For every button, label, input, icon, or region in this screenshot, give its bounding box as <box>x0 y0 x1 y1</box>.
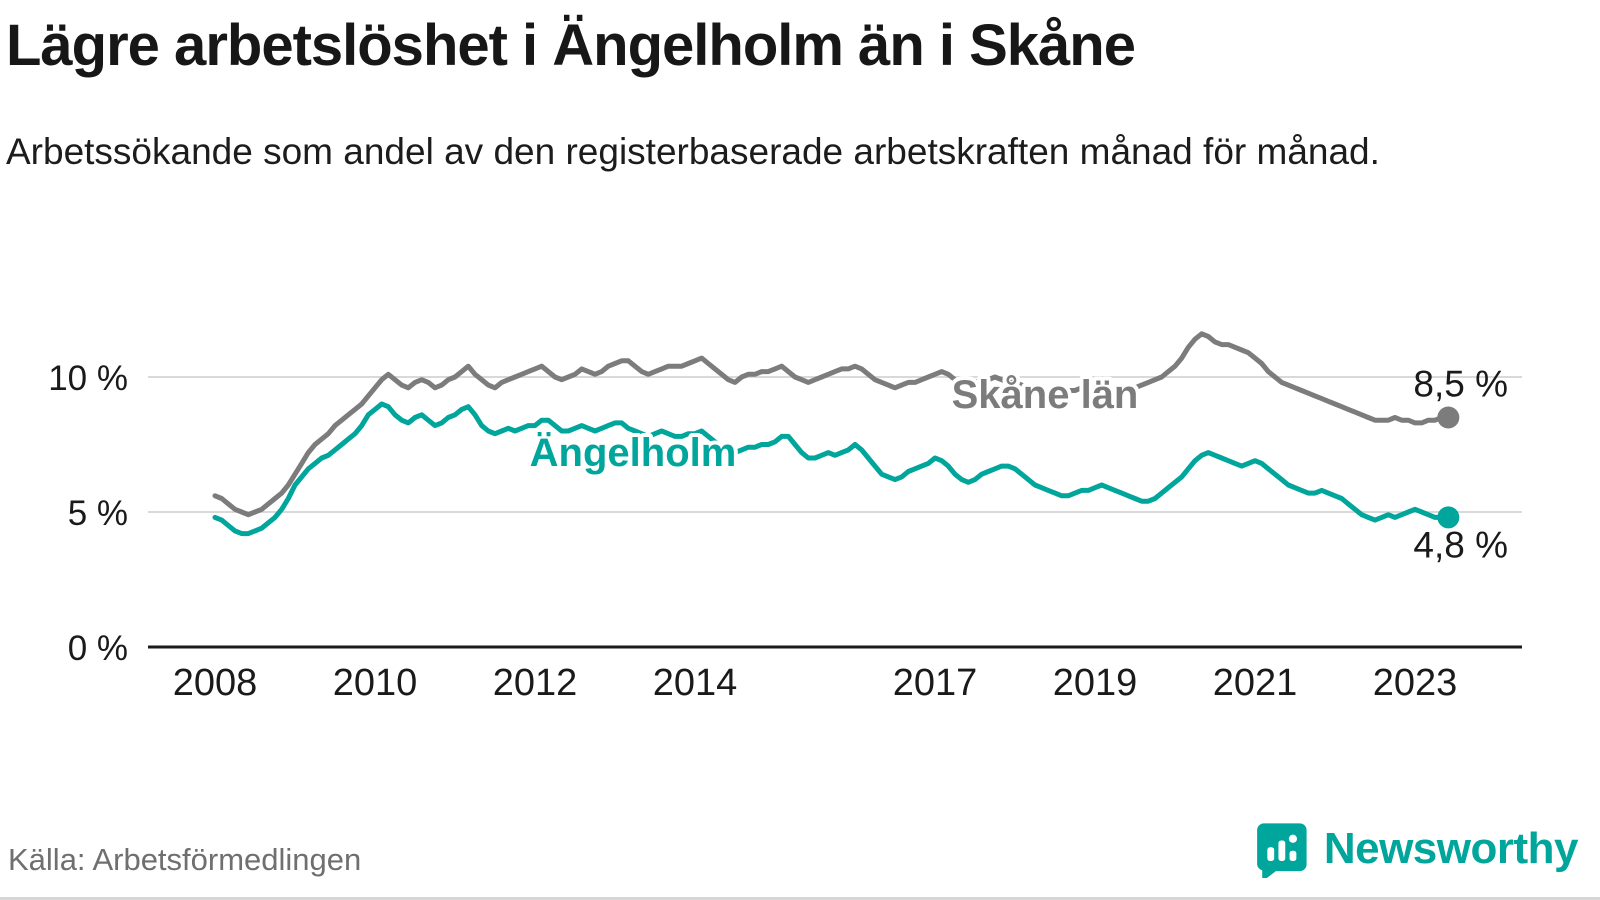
newsworthy-logo-icon <box>1256 823 1307 878</box>
chart-area: 0 % 5 % 10 % 2008 2010 2012 2014 2017 2019 2021 20… <box>0 250 1600 750</box>
x-tick-label: 2012 <box>493 662 578 704</box>
y-tick-label: 10 % <box>48 359 128 398</box>
skane-end-value-label: 8,5 % <box>1413 364 1508 405</box>
skane-end-dot <box>1437 406 1460 429</box>
chart-subtitle: Arbetssökande som andel av den registerb… <box>6 131 1380 172</box>
angelholm-series-label: Ängelholm <box>530 431 737 475</box>
x-tick-label: 2014 <box>653 662 738 704</box>
x-tick-label: 2021 <box>1213 662 1298 704</box>
angelholm-end-value-label: 4,8 % <box>1413 524 1508 565</box>
source-text: Källa: Arbetsförmedlingen <box>8 842 362 877</box>
y-tick-label: 5 % <box>68 494 128 533</box>
bottom-border <box>0 897 1600 900</box>
x-tick-label: 2010 <box>333 662 418 704</box>
angelholm-line <box>212 401 1451 537</box>
x-tick-label: 2023 <box>1373 662 1458 704</box>
line-chart: 0 % 5 % 10 % 2008 2010 2012 2014 2017 2019 2021 20… <box>48 331 1522 704</box>
skane-series-label: Skåne län <box>952 373 1139 417</box>
skane-line <box>212 331 1451 518</box>
x-tick-label: 2017 <box>893 662 978 704</box>
x-tick-label: 2019 <box>1053 662 1138 704</box>
newsworthy-brand-link[interactable]: Newsworthy <box>1252 818 1579 880</box>
y-tick-label: 0 % <box>68 629 128 668</box>
page-title: Lägre arbetslöshet i Ängelholm än i Skån… <box>6 13 1136 78</box>
x-tick-label: 2008 <box>173 662 258 704</box>
angelholm-end-dot <box>1437 506 1460 529</box>
newsworthy-wordmark: Newsworthy <box>1323 824 1579 873</box>
